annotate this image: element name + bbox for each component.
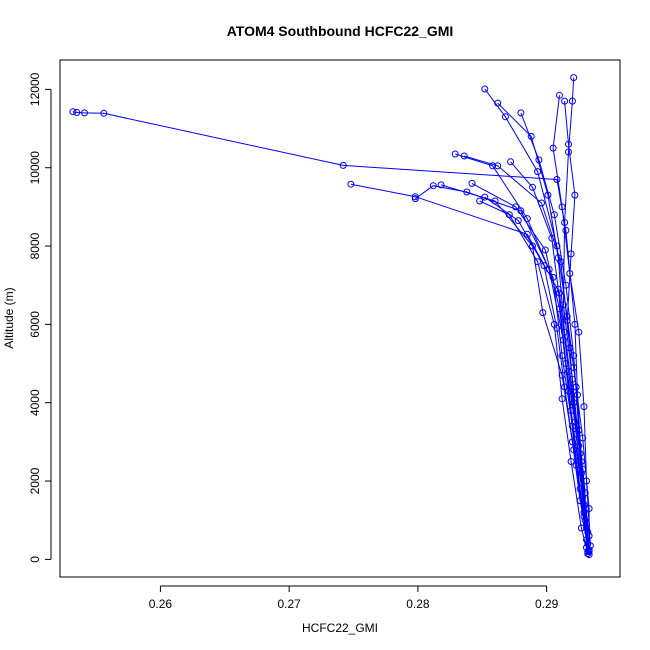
- data-point: [527, 132, 535, 140]
- data-point: [579, 465, 587, 473]
- data-point: [437, 181, 445, 189]
- data-point: [539, 309, 547, 317]
- plot-frame: [59, 59, 621, 578]
- axes-layer: 0.26 0.27 0.28 0.29 0 2000 4000 6000 8000 10000 12…: [28, 72, 559, 611]
- data-point: [489, 162, 497, 170]
- y-tick-label: 0: [28, 556, 42, 563]
- data-point: [553, 324, 561, 332]
- data-point: [562, 226, 570, 234]
- data-point: [81, 109, 88, 117]
- data-point: [567, 458, 575, 465]
- data-point: [544, 191, 552, 199]
- data-point: [73, 109, 81, 116]
- series-16: [481, 193, 593, 555]
- x-tick-label: 0.27: [277, 597, 301, 611]
- data-point: [69, 108, 77, 116]
- data-point: [541, 246, 549, 254]
- data-point: [570, 399, 578, 407]
- data-point: [570, 352, 578, 360]
- data-point: [568, 97, 576, 105]
- data-point: [559, 301, 567, 309]
- data-point: [558, 371, 566, 379]
- x-tick-label: 0.28: [406, 597, 430, 611]
- data-point: [512, 203, 520, 211]
- data-point: [501, 113, 509, 121]
- x-tick-label: 0.29: [535, 597, 559, 611]
- data-point: [100, 109, 108, 117]
- series-12: [517, 109, 589, 497]
- data-point: [429, 182, 437, 190]
- data-point: [460, 152, 468, 160]
- data-point: [534, 168, 542, 176]
- x-tick-label: 0.26: [149, 597, 173, 611]
- data-point: [534, 258, 542, 266]
- data-point: [554, 254, 562, 262]
- series-line: [497, 102, 589, 533]
- data-point: [553, 176, 561, 183]
- data-point: [339, 161, 347, 169]
- data-point: [529, 242, 536, 250]
- data-point: [570, 446, 578, 454]
- data-point: [561, 97, 569, 105]
- data-point: [585, 551, 593, 559]
- series-line: [564, 101, 590, 555]
- data-point: [507, 158, 515, 166]
- chart-title: ATOM4 Southbound HCFC22_GMI: [227, 23, 454, 39]
- series-line: [484, 196, 590, 551]
- data-point: [584, 528, 592, 536]
- series-14: [561, 97, 593, 559]
- data-point: [561, 383, 569, 391]
- data-point: [411, 195, 419, 203]
- data-point: [468, 179, 476, 187]
- data-point: [575, 328, 583, 336]
- data-point: [505, 211, 513, 219]
- data-point: [558, 395, 566, 403]
- data-point: [451, 150, 459, 158]
- data-point: [580, 403, 588, 411]
- series-line: [510, 161, 586, 521]
- series-line: [520, 112, 586, 493]
- y-tick-label: 4000: [28, 389, 42, 416]
- data-point: [556, 91, 563, 99]
- data-point: [579, 434, 587, 442]
- data-point: [570, 364, 578, 371]
- data-point: [517, 109, 525, 117]
- data-point: [549, 144, 557, 152]
- data-point: [481, 193, 489, 201]
- y-tick-label: 2000: [28, 467, 42, 494]
- data-point: [494, 99, 502, 107]
- data-point: [571, 191, 579, 199]
- y-tick-label: 8000: [28, 232, 42, 259]
- data-point: [556, 289, 563, 297]
- data-point: [567, 250, 575, 258]
- y-tick-label: 12000: [28, 72, 42, 106]
- y-axis-label: Altitude (m): [2, 287, 16, 348]
- x-axis-label: HCFC22_GMI: [302, 621, 378, 635]
- data-point: [514, 217, 522, 225]
- data-point: [494, 162, 502, 170]
- series-15: [494, 99, 592, 536]
- data-point: [481, 85, 489, 93]
- data-point: [563, 317, 571, 324]
- data-point: [585, 547, 593, 555]
- data-point: [565, 140, 572, 148]
- data-point: [476, 197, 484, 205]
- data-point: [561, 219, 569, 226]
- data-point: [347, 180, 355, 188]
- y-tick-label: 6000: [28, 311, 42, 338]
- data-point: [529, 183, 536, 191]
- data-point: [561, 328, 569, 336]
- y-tick-label: 10000: [28, 151, 42, 185]
- data-point: [540, 262, 548, 270]
- data-point: [580, 512, 588, 520]
- data-point: [565, 148, 572, 156]
- series-line: [479, 200, 589, 554]
- series-layer: [69, 74, 594, 559]
- data-point: [570, 74, 578, 82]
